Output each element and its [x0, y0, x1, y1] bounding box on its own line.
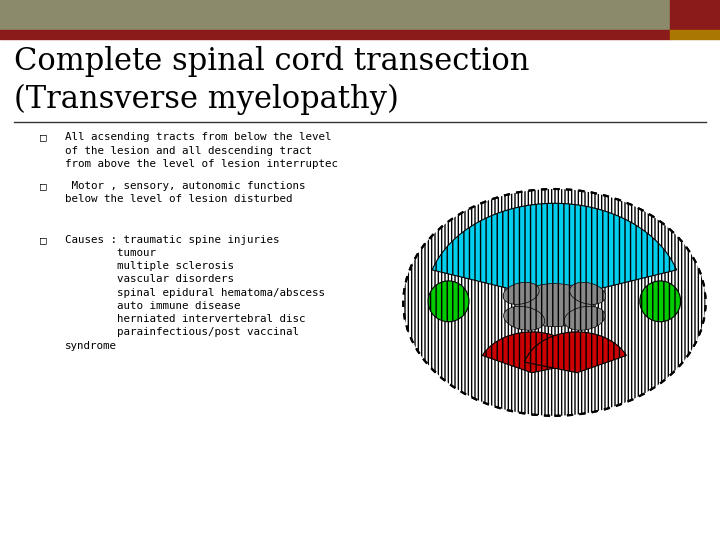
Ellipse shape [564, 306, 606, 330]
Bar [670, 0, 720, 30]
Ellipse shape [503, 306, 545, 330]
Ellipse shape [640, 281, 680, 322]
Bar [0, 30, 670, 39]
Bar [670, 30, 720, 39]
Text: Motor , sensory, autonomic functions
below the level of lesion disturbed: Motor , sensory, autonomic functions bel… [65, 181, 305, 204]
Circle shape [403, 189, 706, 416]
Ellipse shape [570, 282, 606, 305]
Text: □: □ [40, 181, 46, 191]
Wedge shape [432, 204, 677, 300]
Ellipse shape [503, 282, 539, 305]
Text: (Transverse myelopathy): (Transverse myelopathy) [14, 84, 400, 115]
Wedge shape [482, 332, 585, 373]
Ellipse shape [515, 284, 594, 327]
Wedge shape [524, 332, 626, 373]
Text: Complete spinal cord transection: Complete spinal cord transection [14, 46, 530, 77]
Text: Causes : traumatic spine injuries
        tumour
        multiple sclerosis
    : Causes : traumatic spine injuries tumour… [65, 235, 325, 350]
Ellipse shape [428, 281, 469, 322]
Text: □: □ [40, 235, 46, 245]
Bar [0, 0, 670, 30]
Text: □: □ [40, 132, 46, 143]
Text: All acsending tracts from below the level
of the lesion and all descending tract: All acsending tracts from below the leve… [65, 132, 338, 168]
